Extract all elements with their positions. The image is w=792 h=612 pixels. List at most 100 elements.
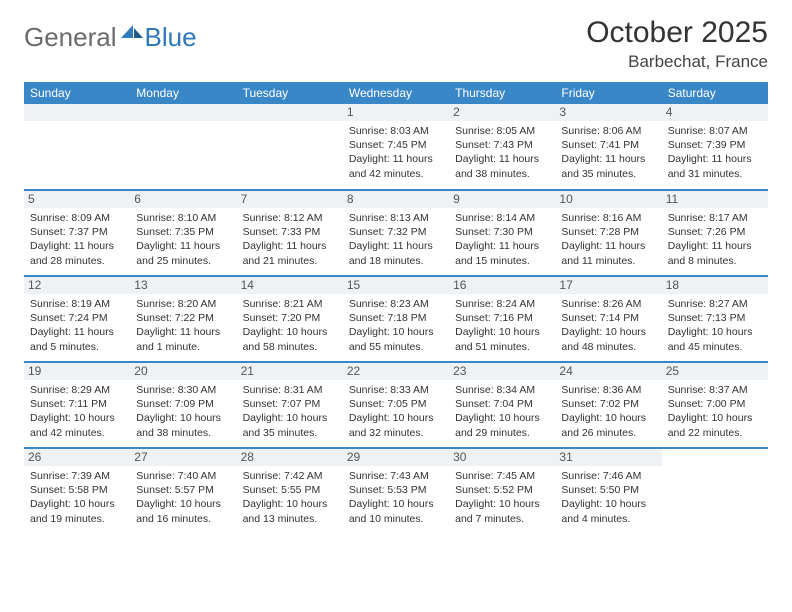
calendar-day-cell xyxy=(130,104,236,190)
calendar-day-cell: 21Sunrise: 8:31 AMSunset: 7:07 PMDayligh… xyxy=(237,362,343,448)
day-of-week-cell: Tuesday xyxy=(237,82,343,104)
day-number-empty xyxy=(24,104,130,121)
calendar-day-cell: 28 Sunrise: 7:42 AMSunset: 5:55 PMDayligh… xyxy=(237,448,343,534)
day-number: 20 xyxy=(130,363,236,380)
day-info: Sunrise: 8:19 AMSunset: 7:24 PMDaylight:… xyxy=(30,297,124,354)
day-number: 1 xyxy=(343,104,449,121)
day-info: Sunrise: 7:43 AMSunset: 5:53 PMDaylight:… xyxy=(349,469,443,526)
day-number-empty xyxy=(237,104,343,121)
day-info: Sunrise: 8:24 AMSunset: 7:16 PMDaylight:… xyxy=(455,297,549,354)
calendar-page: General Blue October 2025 Barbechat, Fra… xyxy=(0,0,792,550)
day-info: Sunrise: 7:45 AMSunset: 5:52 PMDaylight:… xyxy=(455,469,549,526)
day-info: Sunrise: 8:20 AMSunset: 7:22 PMDaylight:… xyxy=(136,297,230,354)
day-info: Sunrise: 8:05 AMSunset: 7:43 PMDaylight:… xyxy=(455,124,549,181)
day-info: Sunrise: 8:31 AMSunset: 7:07 PMDaylight:… xyxy=(243,383,337,440)
brand-first: General xyxy=(24,22,117,53)
day-number-empty xyxy=(130,104,236,121)
day-number: 24 xyxy=(555,363,661,380)
day-of-week-cell: Saturday xyxy=(662,82,768,104)
calendar-day-cell: 12 Sunrise: 8:19 AMSunset: 7:24 PMDayligh… xyxy=(24,276,130,362)
location-label: Barbechat, France xyxy=(586,52,768,72)
calendar-week-row: 19Sunrise: 8:29 AMSunset: 7:11 PMDayligh… xyxy=(24,362,768,448)
day-number: 26 xyxy=(24,449,130,466)
calendar-day-cell: 5 Sunrise: 8:09 AMSunset: 7:37 PMDaylight… xyxy=(24,190,130,276)
calendar-day-cell: 27Sunrise: 7:40 AMSunset: 5:57 PMDayligh… xyxy=(130,448,236,534)
calendar-day-cell: 16Sunrise: 8:24 AMSunset: 7:16 PMDayligh… xyxy=(449,276,555,362)
day-of-week-cell: Wednesday xyxy=(343,82,449,104)
calendar-day-cell: 15 Sunrise: 8:23 AMSunset: 7:18 PMDayligh… xyxy=(343,276,449,362)
calendar-day-cell: 18Sunrise: 8:27 AMSunset: 7:13 PMDayligh… xyxy=(662,276,768,362)
day-number: 4 xyxy=(662,104,768,121)
calendar-day-cell: 23Sunrise: 8:34 AMSunset: 7:04 PMDayligh… xyxy=(449,362,555,448)
day-info: Sunrise: 8:10 AMSunset: 7:35 PMDaylight:… xyxy=(136,211,230,268)
calendar-day-cell: 6Sunrise: 8:10 AMSunset: 7:35 PMDaylight… xyxy=(130,190,236,276)
day-info: Sunrise: 8:17 AMSunset: 7:26 PMDaylight:… xyxy=(668,211,762,268)
day-info: Sunrise: 8:03 AMSunset: 7:45 PMDaylight:… xyxy=(349,124,443,181)
day-number: 31 xyxy=(555,449,661,466)
calendar-day-cell: 1 Sunrise: 8:03 AMSunset: 7:45 PMDaylight… xyxy=(343,104,449,190)
calendar-day-cell xyxy=(662,448,768,534)
calendar-day-cell: 2 Sunrise: 8:05 AMSunset: 7:43 PMDaylight… xyxy=(449,104,555,190)
calendar-day-cell xyxy=(237,104,343,190)
calendar-day-cell: 8Sunrise: 8:13 AMSunset: 7:32 PMDaylight… xyxy=(343,190,449,276)
day-number: 3 xyxy=(555,104,661,121)
brand-mark-icon xyxy=(121,22,143,43)
day-number: 13 xyxy=(130,277,236,294)
day-of-week-row: SundayMondayTuesdayWednesdayThursdayFrid… xyxy=(24,82,768,104)
day-number: 5 xyxy=(24,191,130,208)
calendar-day-cell: 17 Sunrise: 8:26 AMSunset: 7:14 PMDayligh… xyxy=(555,276,661,362)
day-of-week-cell: Monday xyxy=(130,82,236,104)
day-number: 28 xyxy=(237,449,343,466)
day-number: 10 xyxy=(555,191,661,208)
day-number: 29 xyxy=(343,449,449,466)
day-number: 12 xyxy=(24,277,130,294)
page-header: General Blue October 2025 Barbechat, Fra… xyxy=(24,16,768,72)
calendar-day-cell: 11 Sunrise: 8:17 AMSunset: 7:26 PMDayligh… xyxy=(662,190,768,276)
calendar-day-cell: 13 Sunrise: 8:20 AMSunset: 7:22 PMDayligh… xyxy=(130,276,236,362)
calendar-week-row: 1 Sunrise: 8:03 AMSunset: 7:45 PMDaylight… xyxy=(24,104,768,190)
day-info: Sunrise: 8:21 AMSunset: 7:20 PMDaylight:… xyxy=(243,297,337,354)
day-info: Sunrise: 7:42 AMSunset: 5:55 PMDaylight:… xyxy=(243,469,337,526)
day-number: 11 xyxy=(662,191,768,208)
brand-logo: General Blue xyxy=(24,22,197,53)
day-info: Sunrise: 8:14 AMSunset: 7:30 PMDaylight:… xyxy=(455,211,549,268)
calendar-day-cell: 19Sunrise: 8:29 AMSunset: 7:11 PMDayligh… xyxy=(24,362,130,448)
day-number: 2 xyxy=(449,104,555,121)
day-info: Sunrise: 8:12 AMSunset: 7:33 PMDaylight:… xyxy=(243,211,337,268)
calendar-day-cell: 22Sunrise: 8:33 AMSunset: 7:05 PMDayligh… xyxy=(343,362,449,448)
day-info: Sunrise: 8:07 AMSunset: 7:39 PMDaylight:… xyxy=(668,124,762,181)
calendar-week-row: 5 Sunrise: 8:09 AMSunset: 7:37 PMDaylight… xyxy=(24,190,768,276)
day-number: 25 xyxy=(662,363,768,380)
title-block: October 2025 Barbechat, France xyxy=(586,16,768,72)
calendar-day-cell: 3 Sunrise: 8:06 AMSunset: 7:41 PMDaylight… xyxy=(555,104,661,190)
day-number: 17 xyxy=(555,277,661,294)
calendar-day-cell: 14Sunrise: 8:21 AMSunset: 7:20 PMDayligh… xyxy=(237,276,343,362)
calendar-day-cell: 30 Sunrise: 7:45 AMSunset: 5:52 PMDayligh… xyxy=(449,448,555,534)
day-info: Sunrise: 8:13 AMSunset: 7:32 PMDaylight:… xyxy=(349,211,443,268)
calendar-day-cell: 9Sunrise: 8:14 AMSunset: 7:30 PMDaylight… xyxy=(449,190,555,276)
day-info: Sunrise: 8:37 AMSunset: 7:00 PMDaylight:… xyxy=(668,383,762,440)
day-info: Sunrise: 8:34 AMSunset: 7:04 PMDaylight:… xyxy=(455,383,549,440)
day-number: 7 xyxy=(237,191,343,208)
calendar-day-cell: 31 Sunrise: 7:46 AMSunset: 5:50 PMDayligh… xyxy=(555,448,661,534)
day-of-week-cell: Thursday xyxy=(449,82,555,104)
calendar-body: 1 Sunrise: 8:03 AMSunset: 7:45 PMDaylight… xyxy=(24,104,768,534)
calendar-day-cell: 24Sunrise: 8:36 AMSunset: 7:02 PMDayligh… xyxy=(555,362,661,448)
day-number: 30 xyxy=(449,449,555,466)
calendar-day-cell: 7 Sunrise: 8:12 AMSunset: 7:33 PMDaylight… xyxy=(237,190,343,276)
day-info: Sunrise: 7:39 AMSunset: 5:58 PMDaylight:… xyxy=(30,469,124,526)
month-title: October 2025 xyxy=(586,16,768,50)
day-info: Sunrise: 8:27 AMSunset: 7:13 PMDaylight:… xyxy=(668,297,762,354)
day-number: 27 xyxy=(130,449,236,466)
day-number: 15 xyxy=(343,277,449,294)
day-info: Sunrise: 8:30 AMSunset: 7:09 PMDaylight:… xyxy=(136,383,230,440)
day-info: Sunrise: 8:23 AMSunset: 7:18 PMDaylight:… xyxy=(349,297,443,354)
day-info: Sunrise: 8:09 AMSunset: 7:37 PMDaylight:… xyxy=(30,211,124,268)
calendar-week-row: 26 Sunrise: 7:39 AMSunset: 5:58 PMDayligh… xyxy=(24,448,768,534)
calendar-table: SundayMondayTuesdayWednesdayThursdayFrid… xyxy=(24,82,768,534)
day-info: Sunrise: 7:46 AMSunset: 5:50 PMDaylight:… xyxy=(561,469,655,526)
day-info: Sunrise: 8:06 AMSunset: 7:41 PMDaylight:… xyxy=(561,124,655,181)
day-info: Sunrise: 8:26 AMSunset: 7:14 PMDaylight:… xyxy=(561,297,655,354)
day-of-week-cell: Sunday xyxy=(24,82,130,104)
calendar-day-cell: 25 Sunrise: 8:37 AMSunset: 7:00 PMDayligh… xyxy=(662,362,768,448)
